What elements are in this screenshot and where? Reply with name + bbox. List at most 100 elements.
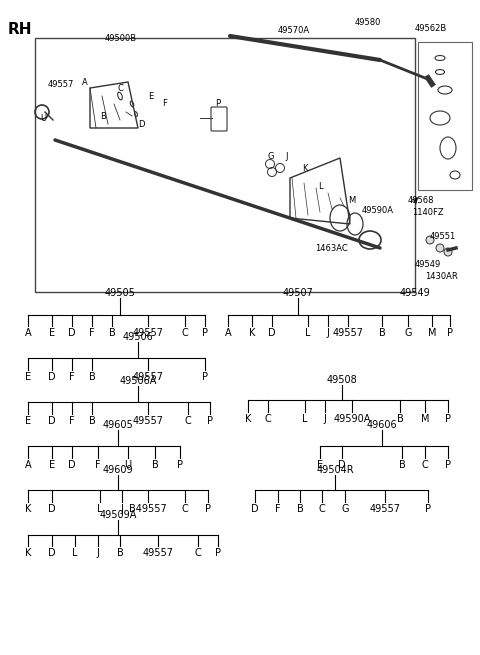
Text: 49557: 49557 [333, 328, 363, 338]
Text: P: P [207, 416, 213, 426]
Circle shape [436, 244, 444, 252]
Text: P: P [177, 460, 183, 470]
Text: E: E [25, 372, 31, 382]
Text: C: C [264, 414, 271, 424]
Text: C: C [185, 416, 192, 426]
Text: 49568: 49568 [408, 196, 434, 205]
Text: J: J [285, 152, 288, 161]
Text: D: D [251, 504, 259, 514]
Circle shape [426, 236, 434, 244]
Text: B: B [152, 460, 158, 470]
Bar [35, 38, 415, 292]
Text: K: K [25, 504, 31, 514]
Text: 49507: 49507 [283, 288, 313, 298]
Text: 49562B: 49562B [415, 24, 447, 33]
Text: D: D [48, 548, 56, 558]
Text: 49557: 49557 [132, 328, 164, 338]
Text: P: P [202, 328, 208, 338]
Text: A: A [24, 460, 31, 470]
Text: C: C [118, 84, 124, 93]
Text: D: D [68, 328, 76, 338]
Text: P: P [215, 548, 221, 558]
Text: 49557: 49557 [143, 548, 173, 558]
Text: 49557: 49557 [132, 416, 164, 426]
Text: J: J [120, 504, 123, 514]
Text: P: P [425, 504, 431, 514]
Text: P: P [447, 328, 453, 338]
Bar [418, 42, 472, 190]
Text: M: M [428, 328, 436, 338]
Text: C: C [319, 504, 325, 514]
Text: B: B [89, 372, 96, 382]
Text: 49551: 49551 [430, 232, 456, 241]
Text: 49605: 49605 [103, 420, 133, 430]
Text: D: D [48, 416, 56, 426]
Text: 49505: 49505 [105, 288, 135, 298]
Text: C: C [181, 504, 188, 514]
Text: 1430AR: 1430AR [425, 272, 458, 281]
Text: E: E [148, 92, 153, 101]
Text: 49504R: 49504R [316, 465, 354, 475]
Text: 49557: 49557 [132, 372, 164, 382]
Text: J: J [324, 414, 326, 424]
Text: E: E [317, 460, 323, 470]
Text: E: E [25, 416, 31, 426]
Text: P: P [202, 372, 208, 382]
Text: E: E [49, 328, 55, 338]
Text: E: E [49, 460, 55, 470]
Text: B: B [297, 504, 303, 514]
Text: 1463AC: 1463AC [315, 244, 348, 253]
Text: B49557: B49557 [129, 504, 167, 514]
Text: F: F [89, 328, 95, 338]
Text: 49606: 49606 [367, 420, 397, 430]
Text: 49557: 49557 [370, 504, 400, 514]
Text: P: P [445, 414, 451, 424]
Text: F: F [275, 504, 281, 514]
Text: B: B [100, 112, 106, 121]
Text: 1140FZ: 1140FZ [412, 208, 444, 217]
Text: L: L [302, 414, 308, 424]
Text: G: G [268, 152, 275, 161]
Text: P: P [205, 504, 211, 514]
Text: D: D [268, 328, 276, 338]
Text: D: D [48, 372, 56, 382]
Text: L: L [97, 504, 103, 514]
Text: 49580: 49580 [355, 18, 382, 27]
Text: K: K [25, 548, 31, 558]
Text: 49508: 49508 [326, 375, 358, 385]
Text: 49609: 49609 [103, 465, 133, 475]
Text: B: B [108, 328, 115, 338]
Text: B: B [398, 460, 406, 470]
Text: F: F [69, 416, 75, 426]
Text: G: G [341, 504, 349, 514]
Text: D: D [48, 504, 56, 514]
Text: J: J [96, 548, 99, 558]
Text: 49590A: 49590A [333, 414, 371, 424]
Text: U: U [40, 114, 46, 123]
Text: 49509A: 49509A [99, 510, 137, 520]
Text: D: D [138, 120, 144, 129]
Text: 49570A: 49570A [278, 26, 310, 35]
Circle shape [444, 248, 452, 256]
Text: U: U [124, 460, 132, 470]
Text: RH: RH [8, 22, 33, 37]
Text: C: C [181, 328, 188, 338]
Text: 49590A: 49590A [362, 206, 394, 215]
Text: K: K [245, 414, 251, 424]
Text: 49549: 49549 [415, 260, 441, 269]
Text: 49549: 49549 [400, 288, 431, 298]
Text: C: C [421, 460, 428, 470]
Text: B: B [379, 328, 385, 338]
Text: A: A [82, 78, 88, 87]
Text: F: F [162, 99, 167, 108]
Text: 49557: 49557 [48, 80, 74, 89]
Text: K: K [302, 164, 308, 173]
Text: F: F [69, 372, 75, 382]
Text: K: K [249, 328, 255, 338]
Text: B: B [89, 416, 96, 426]
Text: L: L [72, 548, 78, 558]
Text: M: M [348, 196, 355, 205]
Text: G: G [404, 328, 412, 338]
Text: D: D [338, 460, 346, 470]
Text: P: P [215, 99, 220, 108]
